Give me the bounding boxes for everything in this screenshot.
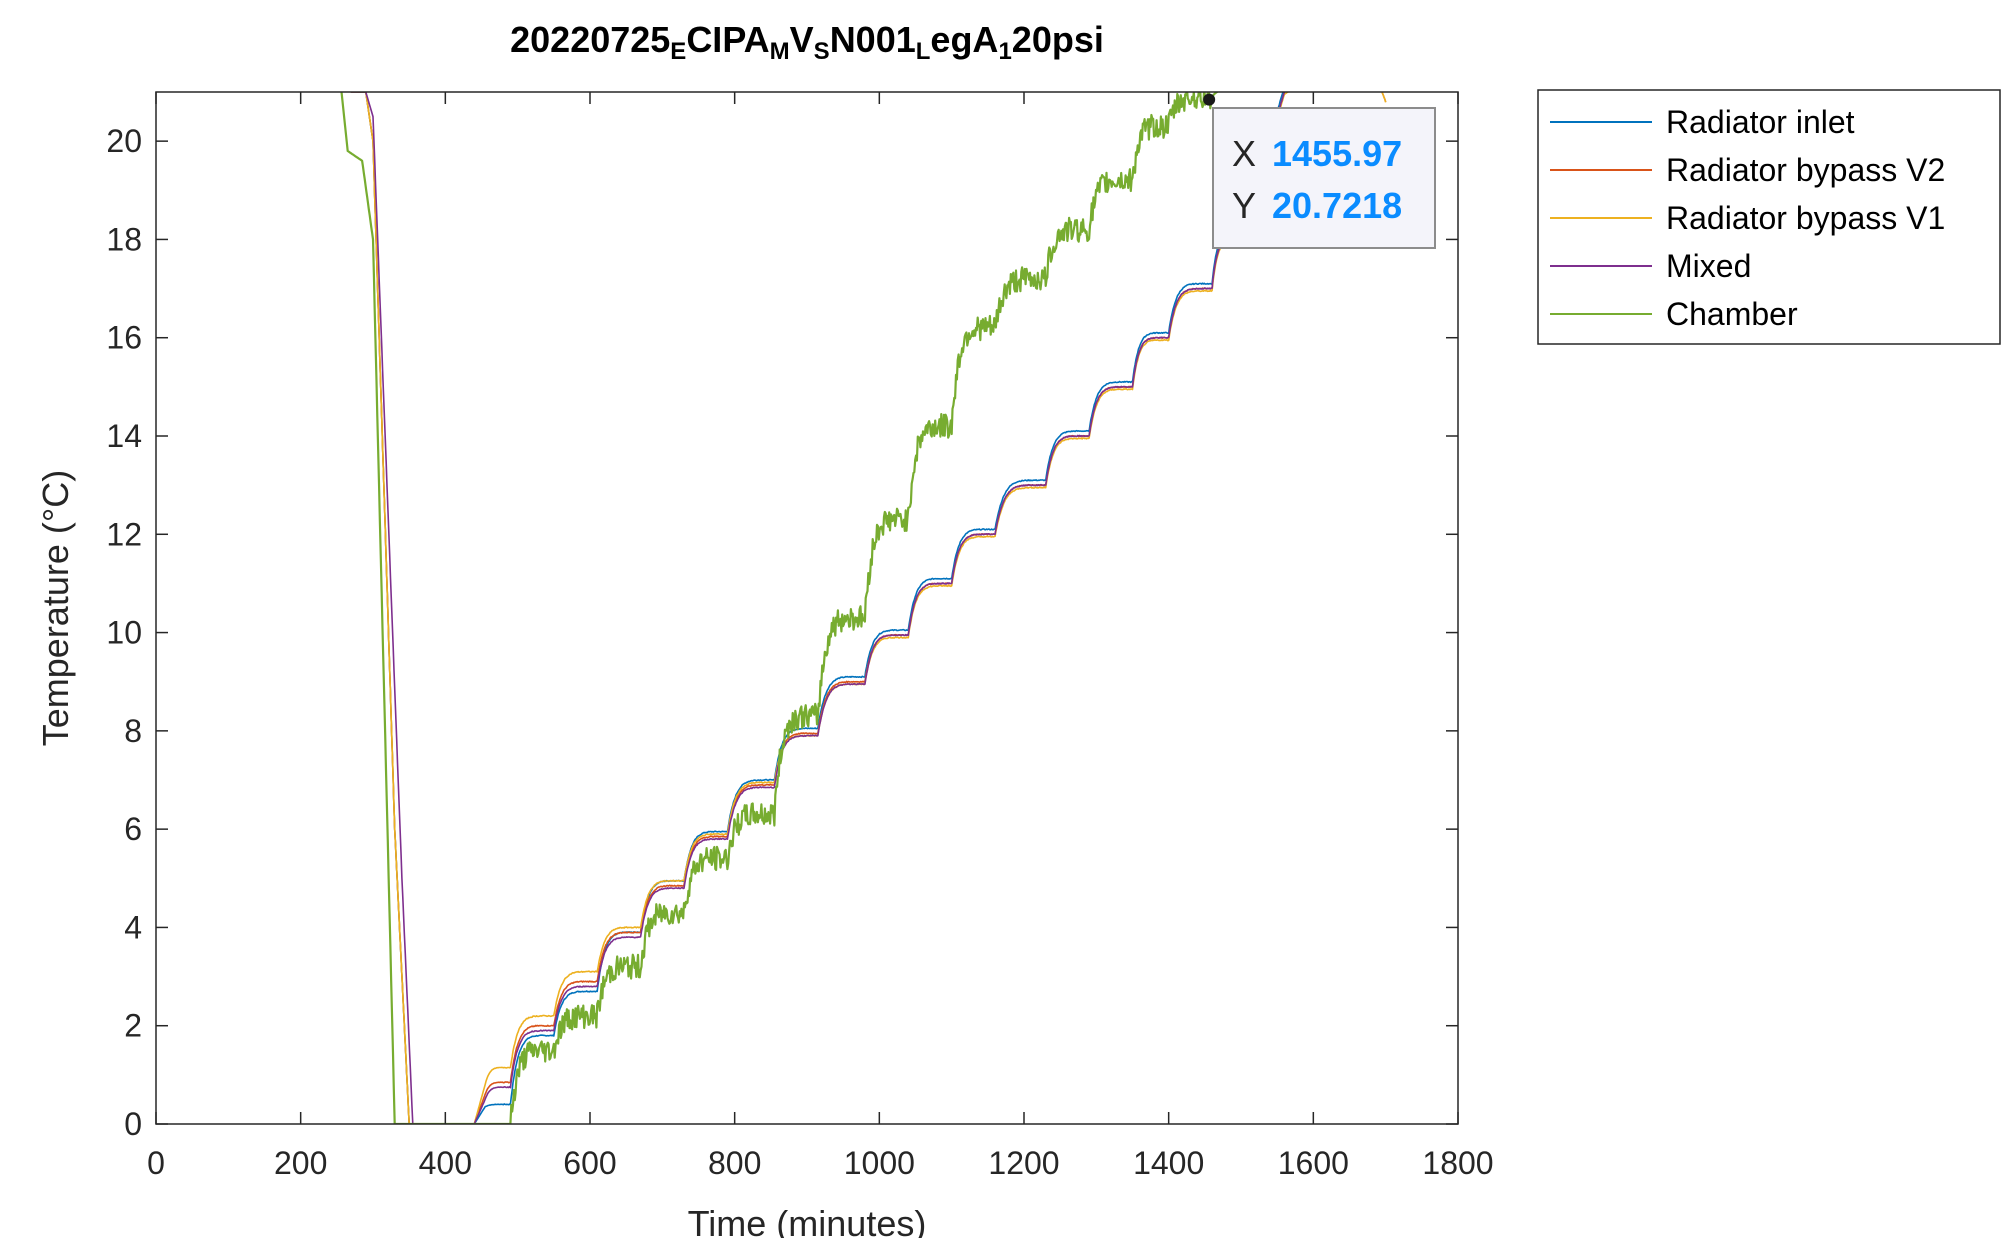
datatip-y-value: 20.7218 — [1272, 185, 1402, 226]
y-tick-label: 20 — [106, 123, 142, 159]
y-axis-label: Temperature (°C) — [35, 470, 76, 746]
series-line — [350, 92, 1284, 1124]
title-part: egA — [930, 19, 998, 60]
y-tick-label: 10 — [106, 615, 142, 651]
datatip[interactable]: X 1455.97 Y 20.7218 — [1203, 93, 1436, 249]
title-part: S — [814, 38, 830, 65]
y-tick-label: 14 — [106, 418, 142, 454]
x-tick-label: 800 — [708, 1145, 761, 1181]
x-axis-label: Time (minutes) — [688, 1203, 927, 1238]
y-tick-label: 0 — [124, 1106, 142, 1142]
title-part: N001 — [830, 19, 916, 60]
y-tick-label: 2 — [124, 1008, 142, 1044]
datatip-box — [1212, 107, 1436, 249]
legend-entry[interactable]: Mixed — [1666, 248, 1751, 284]
y-tick-label: 18 — [106, 221, 142, 257]
title-part: L — [916, 38, 931, 65]
x-tick-label: 1400 — [1133, 1145, 1204, 1181]
title-part: 20220725 — [510, 19, 670, 60]
x-tick-label: 200 — [274, 1145, 327, 1181]
x-tick-label: 400 — [419, 1145, 472, 1181]
x-tick-label: 0 — [147, 1145, 165, 1181]
title-part: M — [770, 38, 790, 65]
title-part: V — [790, 19, 814, 60]
datatip-x-value: 1455.97 — [1272, 133, 1402, 174]
ticks-layer: 0 200 400 600 800 1000 1200 1400 1600 1800 0 2 4 6 8 10… — [106, 92, 1494, 1181]
x-tick-label: 600 — [563, 1145, 616, 1181]
y-tick-label: 12 — [106, 516, 142, 552]
datatip-marker — [1203, 93, 1216, 106]
plot-frame — [155, 91, 1459, 1125]
y-tick-label: 6 — [124, 811, 142, 847]
series-line — [340, 92, 1220, 1124]
series-line — [350, 92, 1286, 1124]
x-tick-label: 1600 — [1278, 1145, 1349, 1181]
title-part: 20psi — [1012, 19, 1104, 60]
x-tick-label: 1200 — [988, 1145, 1059, 1181]
series-layer — [340, 92, 1387, 1124]
legend[interactable]: Radiator inlet Radiator bypass V2 Radiator… — [1537, 89, 2001, 345]
legend-entry[interactable]: Chamber — [1666, 296, 1798, 332]
datatip-x-label: X — [1232, 133, 1256, 174]
y-tick-label: 4 — [124, 909, 142, 945]
title-part: E — [670, 38, 686, 65]
legend-entry[interactable]: Radiator bypass V1 — [1666, 200, 1945, 236]
datatip-y-label: Y — [1232, 185, 1256, 226]
y-tick-label: 8 — [124, 713, 142, 749]
x-tick-label: 1800 — [1422, 1145, 1493, 1181]
x-tick-label: 1000 — [844, 1145, 915, 1181]
legend-entry[interactable]: Radiator bypass V2 — [1666, 152, 1945, 188]
y-tick-label: 16 — [106, 320, 142, 356]
title-part: CIPA — [686, 19, 769, 60]
chart-title: 20220725ECIPAMVSN001LegA120psi — [510, 19, 1104, 65]
title-part: 1 — [998, 38, 1011, 65]
legend-entry[interactable]: Radiator inlet — [1666, 104, 1855, 140]
